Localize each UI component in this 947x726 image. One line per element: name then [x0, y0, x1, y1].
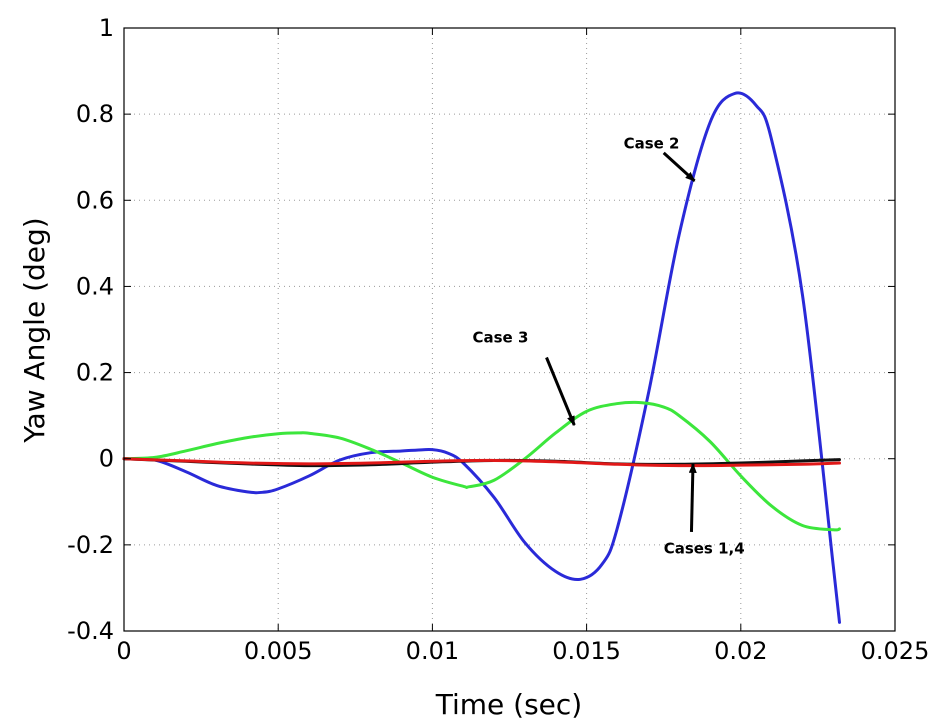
- x-tick-label: 0.005: [244, 637, 313, 665]
- series-line-red: [122, 457, 841, 468]
- plot-frame: [123, 27, 896, 632]
- plot-background: [124, 28, 895, 631]
- x-axis-label: Time (sec): [435, 688, 582, 721]
- y-tick-label: 0.4: [76, 272, 114, 300]
- series-group: [122, 91, 841, 624]
- annotation-label: Cases 1,4: [664, 539, 745, 557]
- series-line-blue: [122, 91, 841, 624]
- y-tick-label: 1: [99, 14, 114, 42]
- y-tick-label: 0: [99, 445, 114, 473]
- annotation-arrow: [545, 356, 576, 427]
- y-axis-label: Yaw Angle (deg): [18, 217, 51, 443]
- x-tick-label: 0.015: [552, 637, 621, 665]
- y-tick-label: 0.8: [76, 100, 114, 128]
- annotation-arrow: [688, 462, 697, 532]
- annotation-arrow: [662, 151, 696, 183]
- x-tick-label: 0.02: [714, 637, 767, 665]
- y-tick-label: -0.2: [67, 531, 114, 559]
- x-tick-label: 0.025: [861, 637, 930, 665]
- annotation-label: Case 3: [472, 328, 528, 346]
- ticks: 0 0.005 0.01 0.015 0.02 0.025 -0.4 -0.2 0 0.2 0.4 0…: [67, 14, 929, 665]
- y-tick-label: 0.6: [76, 186, 114, 214]
- annotations: Case 2 Case 3 Cases 1,4: [472, 135, 744, 558]
- y-tick-label: -0.4: [67, 617, 114, 645]
- x-tick-label: 0: [116, 637, 131, 665]
- series-line-green: [122, 400, 841, 532]
- x-tick-label: 0.01: [406, 637, 459, 665]
- y-tick-label: 0.2: [76, 359, 114, 387]
- annotation-label: Case 2: [624, 135, 680, 153]
